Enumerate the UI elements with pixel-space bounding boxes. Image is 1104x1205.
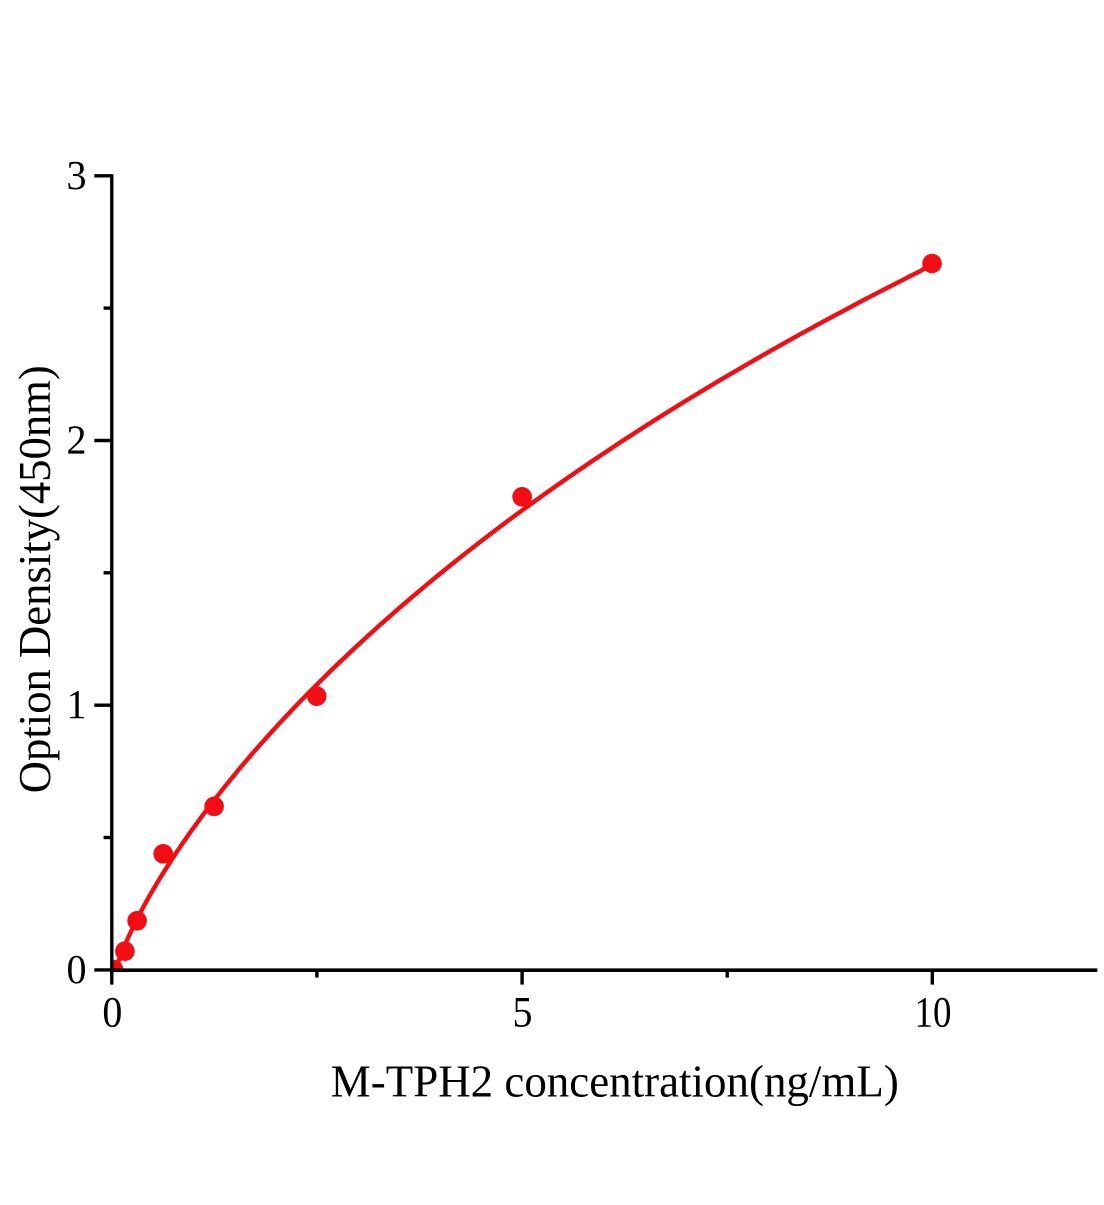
svg-text:Option Density(450nm): Option Density(450nm) [9,365,60,793]
svg-text:5: 5 [513,990,533,1037]
svg-text:1: 1 [67,681,87,727]
svg-text:M-TPH2 concentration(ng/mL): M-TPH2 concentration(ng/mL) [331,1055,899,1106]
svg-text:3: 3 [67,152,87,198]
svg-text:0: 0 [102,990,122,1037]
svg-text:0: 0 [67,946,87,992]
svg-text:2: 2 [67,417,87,463]
svg-text:10: 10 [915,990,952,1037]
